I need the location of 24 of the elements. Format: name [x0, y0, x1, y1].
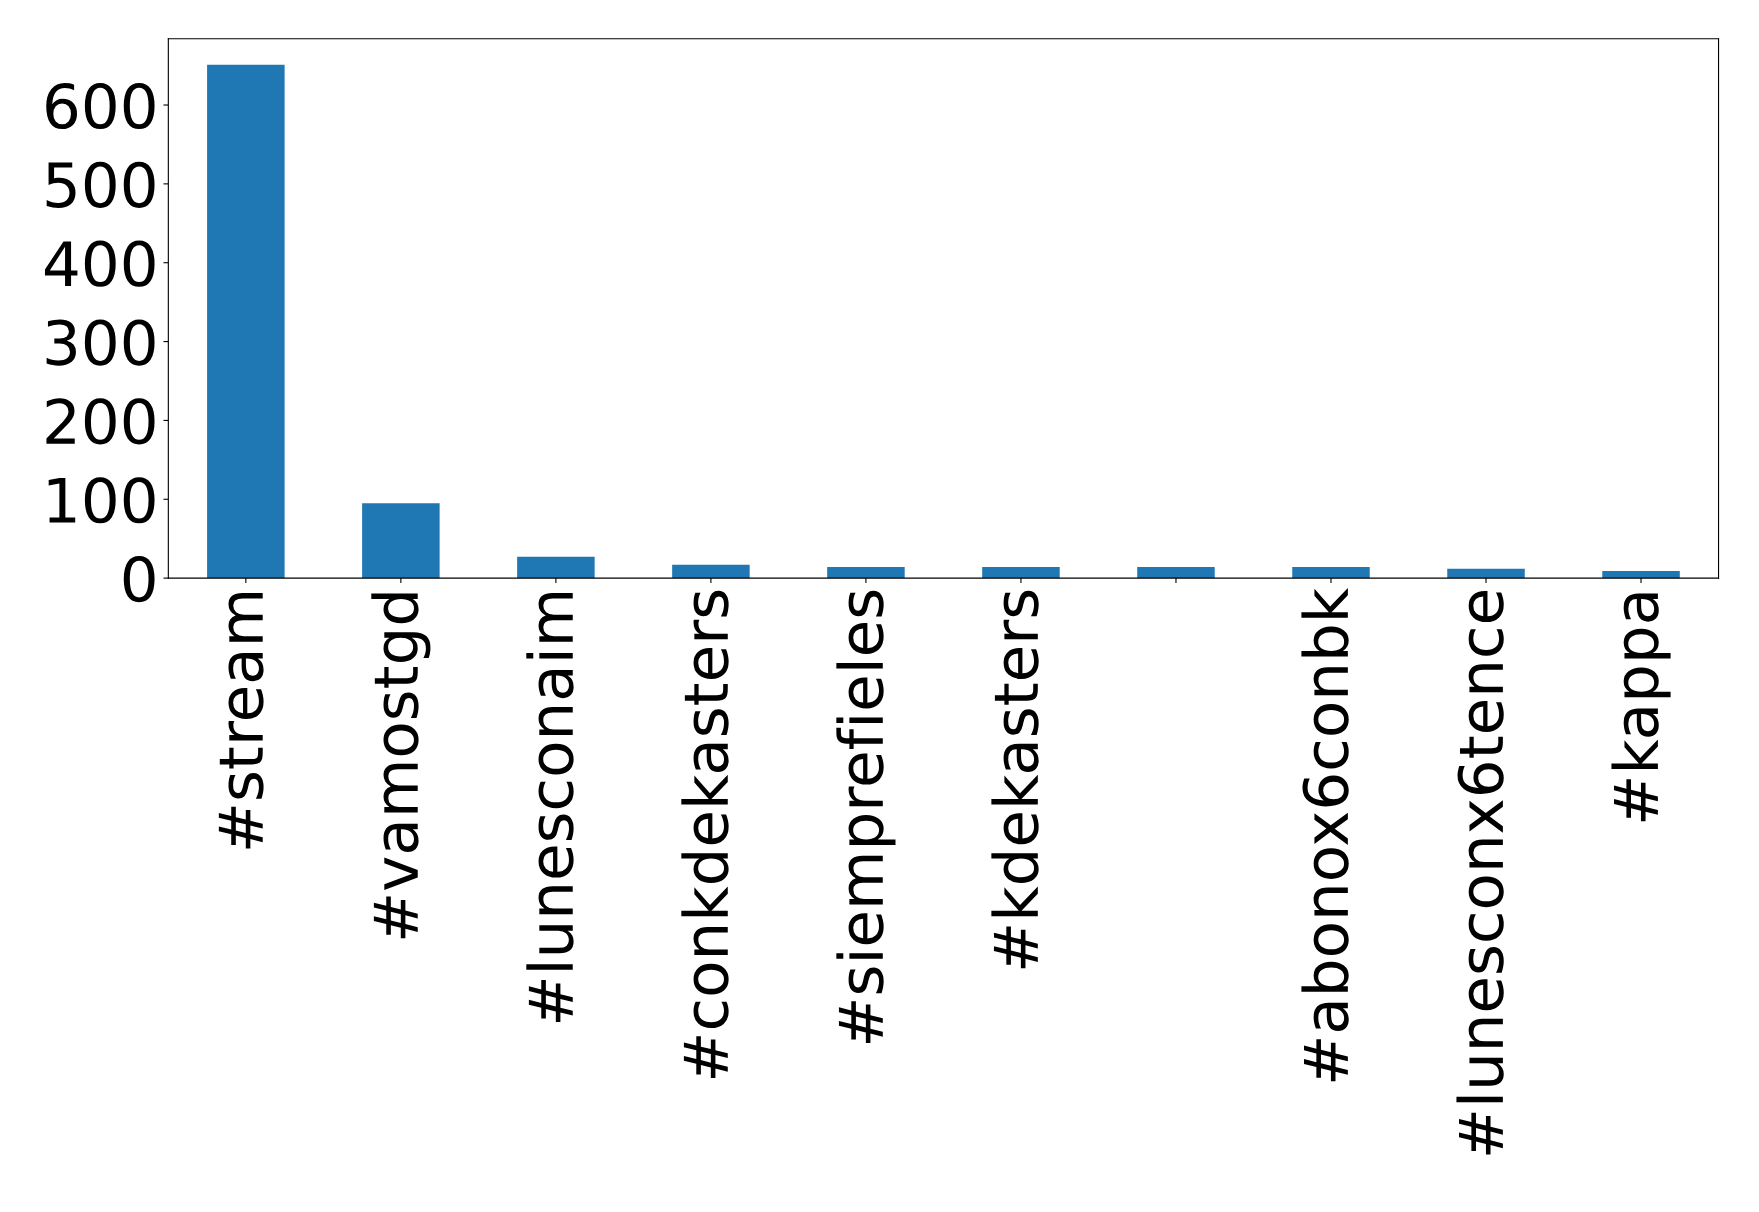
bar	[672, 564, 750, 579]
bar	[1292, 567, 1370, 579]
bar	[982, 567, 1060, 579]
x-tick-label: #vamostgd	[371, 593, 431, 939]
x-tick-label: #siemprefieles	[836, 590, 896, 1043]
bar	[1137, 567, 1215, 579]
y-tick-label: 300	[46, 319, 155, 366]
bar	[827, 567, 905, 579]
x-tick-label: #lunesconx6tence	[1456, 591, 1504, 1155]
bar	[517, 556, 595, 579]
y-tick-label: 600	[46, 82, 155, 130]
x-tick-label: #stream	[218, 593, 264, 849]
y-tick-label: 500	[46, 161, 155, 208]
y-tick-label: 100	[48, 477, 155, 524]
x-tick-label: #kdekasters	[991, 590, 1039, 969]
x-tick-label: #kappa	[1611, 593, 1671, 822]
y-tick-label: 200	[46, 398, 155, 445]
y-tick-label: 400	[44, 240, 155, 287]
bar	[207, 64, 285, 579]
x-tick-label: #conkdekasters	[681, 590, 729, 1078]
bar	[362, 503, 440, 579]
x-tick-label: #abonox6conbk	[1301, 588, 1349, 1082]
y-tick-label: 0	[123, 555, 155, 603]
x-tick-label: #lunesconaim	[526, 593, 574, 1022]
